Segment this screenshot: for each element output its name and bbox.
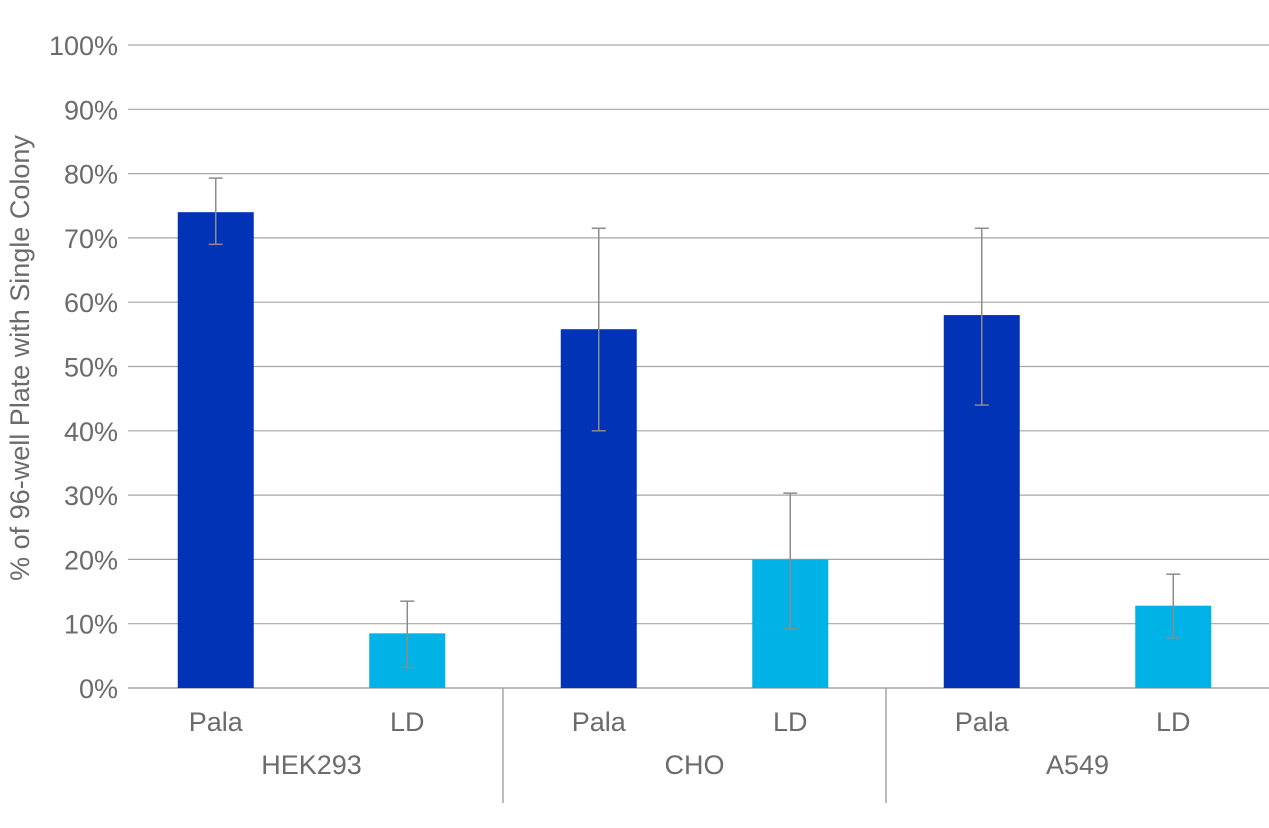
bar-hek293-pala <box>177 212 254 688</box>
y-axis-title: % of 96-well Plate with Single Colony <box>5 135 35 581</box>
error-bar-cho-ld <box>783 492 798 630</box>
error-bars <box>208 177 1181 669</box>
y-tick-label: 40% <box>64 417 118 447</box>
x-axis-labels: Pala LD HEK293 Pala LD CHO Pala LD A549 <box>189 688 1191 803</box>
y-tick-label: 10% <box>64 610 118 640</box>
category-label: LD <box>390 707 425 737</box>
y-tick-label: 100% <box>49 31 118 61</box>
category-label: LD <box>1156 707 1191 737</box>
error-bar-hek293-ld <box>400 600 415 669</box>
category-label: Pala <box>955 707 1010 737</box>
error-bar-hek293-pala <box>208 177 223 246</box>
y-tick-label: 30% <box>64 481 118 511</box>
error-bar-a549-ld <box>1166 573 1181 639</box>
y-tick-label: 90% <box>64 95 118 125</box>
category-label: Pala <box>189 707 244 737</box>
group-label: CHO <box>665 750 725 780</box>
group-label: HEK293 <box>261 750 362 780</box>
y-tick-label: 80% <box>64 160 118 190</box>
error-bar-a549-pala <box>974 227 989 406</box>
bars <box>177 212 1212 688</box>
y-tick-label: 60% <box>64 288 118 318</box>
error-bar-cho-pala <box>591 227 606 432</box>
y-axis-ticks: 0% 10% 20% 30% 40% 50% 60% 70% 80% 90% 100% <box>49 31 118 704</box>
y-tick-label: 50% <box>64 353 118 383</box>
y-tick-label: 20% <box>64 545 118 575</box>
category-label: Pala <box>572 707 627 737</box>
group-label: A549 <box>1046 750 1109 780</box>
gridlines <box>128 44 1269 689</box>
y-tick-label: 70% <box>64 224 118 254</box>
y-tick-label: 0% <box>79 674 118 704</box>
category-label: LD <box>773 707 808 737</box>
